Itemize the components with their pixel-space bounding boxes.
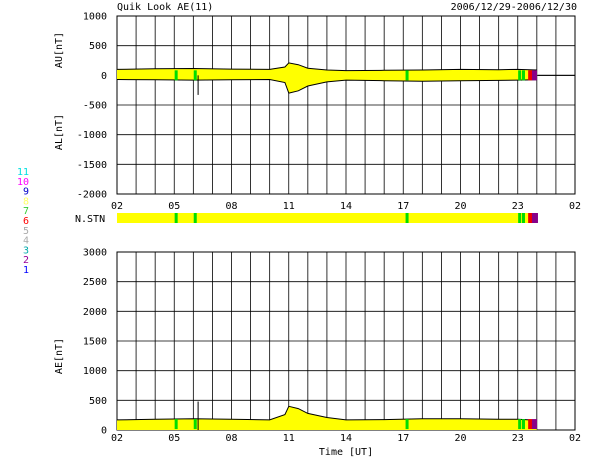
x-tick-label: 23 <box>512 201 524 212</box>
station-change-mark <box>405 70 409 81</box>
station-change-mark <box>528 419 533 430</box>
chart-title: Quik Look AE(11) <box>117 2 213 13</box>
y-tick-label: 500 <box>89 396 107 407</box>
au-al-panel: 1000 500 0 -500 -1000 -1500 -2000 02 05 08 11 14 17 2… <box>54 12 581 213</box>
y-tick-label: 3000 <box>83 248 107 259</box>
x-tick-label: 02 <box>569 201 581 212</box>
x-tick-label: 17 <box>397 201 409 212</box>
x-tick-label: 14 <box>340 201 352 212</box>
y-tick-label: 1000 <box>83 366 107 377</box>
legend-entry: 5 <box>23 226 29 237</box>
y-tick-label: 0 <box>101 426 107 437</box>
station-bar-green <box>193 213 197 223</box>
legend-entry: 9 <box>23 187 29 198</box>
station-count-bar: N.STN <box>75 213 538 225</box>
au-al-fill <box>117 62 537 94</box>
legend-entry: 2 <box>23 255 29 266</box>
x-tick-label: 05 <box>168 433 180 444</box>
ae-axis-label: AE[nT] <box>54 338 65 374</box>
station-change-mark <box>518 70 522 81</box>
y-tick-label: -1000 <box>77 130 107 141</box>
y-tick-label: 500 <box>89 41 107 52</box>
station-bar-red <box>528 213 533 223</box>
x-tick-label: 14 <box>340 433 352 444</box>
legend-entry: 3 <box>23 245 29 256</box>
au-series-line <box>116 62 537 72</box>
y-tick-label: 2000 <box>83 307 107 318</box>
x-tick-label: 11 <box>283 201 295 212</box>
y-tick-label: 2500 <box>83 277 107 288</box>
x-tick-label: 17 <box>397 433 409 444</box>
y-tick-label: -1500 <box>77 160 107 171</box>
al-series-line <box>116 78 537 94</box>
ae-fill <box>117 406 537 430</box>
x-tick-label: 20 <box>454 201 466 212</box>
station-change-mark <box>521 419 525 430</box>
legend-entry: 11 <box>17 167 29 178</box>
station-change-mark <box>405 419 409 430</box>
au-axis-label: AU[nT] <box>54 32 65 68</box>
x-tick-label: 02 <box>111 433 123 444</box>
ae-series-line <box>116 405 537 421</box>
x-tick-label: 05 <box>168 201 180 212</box>
legend-entry: 4 <box>23 236 29 247</box>
legend-entry: 8 <box>23 196 29 207</box>
x-tick-label: 11 <box>283 433 295 444</box>
x-tick-label: 20 <box>454 433 466 444</box>
station-change-mark <box>174 419 178 430</box>
y-tick-label: 0 <box>101 71 107 82</box>
station-change-mark <box>174 70 178 81</box>
x-tick-label: 02 <box>569 433 581 444</box>
station-bar-green <box>174 213 178 223</box>
station-bar-green <box>518 213 522 223</box>
station-change-mark <box>531 419 537 430</box>
legend-entry: 1 <box>23 265 29 276</box>
station-bar-yellow <box>117 213 531 223</box>
y-tick-label: -2000 <box>77 190 107 201</box>
station-change-mark <box>528 70 533 81</box>
y-tick-label: -500 <box>83 101 107 112</box>
x-axis-label: Time [UT] <box>319 447 373 458</box>
station-bar-green <box>405 213 409 223</box>
x-tick-label: 23 <box>512 433 524 444</box>
x-tick-label: 08 <box>225 201 237 212</box>
legend-entry: 10 <box>17 177 29 188</box>
x-tick-label: 02 <box>111 201 123 212</box>
y-tick-label: 1500 <box>83 337 107 348</box>
al-axis-label: AL[nT] <box>54 114 65 150</box>
station-bar-title: N.STN <box>75 214 105 225</box>
ae-panel: 3000 2500 2000 1500 1000 500 0 02 05 08 11 14 17 20 23… <box>54 248 581 459</box>
x-tick-label: 08 <box>225 433 237 444</box>
station-change-mark <box>193 419 197 430</box>
legend-entry: 7 <box>23 206 29 217</box>
station-bar-green <box>521 213 525 223</box>
station-change-mark <box>193 70 197 81</box>
y-tick-label: 1000 <box>83 12 107 23</box>
station-change-mark <box>531 70 537 81</box>
station-bar-purple <box>531 213 538 223</box>
station-change-mark <box>521 70 525 81</box>
legend-entry: 6 <box>23 216 29 227</box>
station-change-mark <box>518 419 522 430</box>
date-range: 2006/12/29-2006/12/30 <box>451 2 577 13</box>
